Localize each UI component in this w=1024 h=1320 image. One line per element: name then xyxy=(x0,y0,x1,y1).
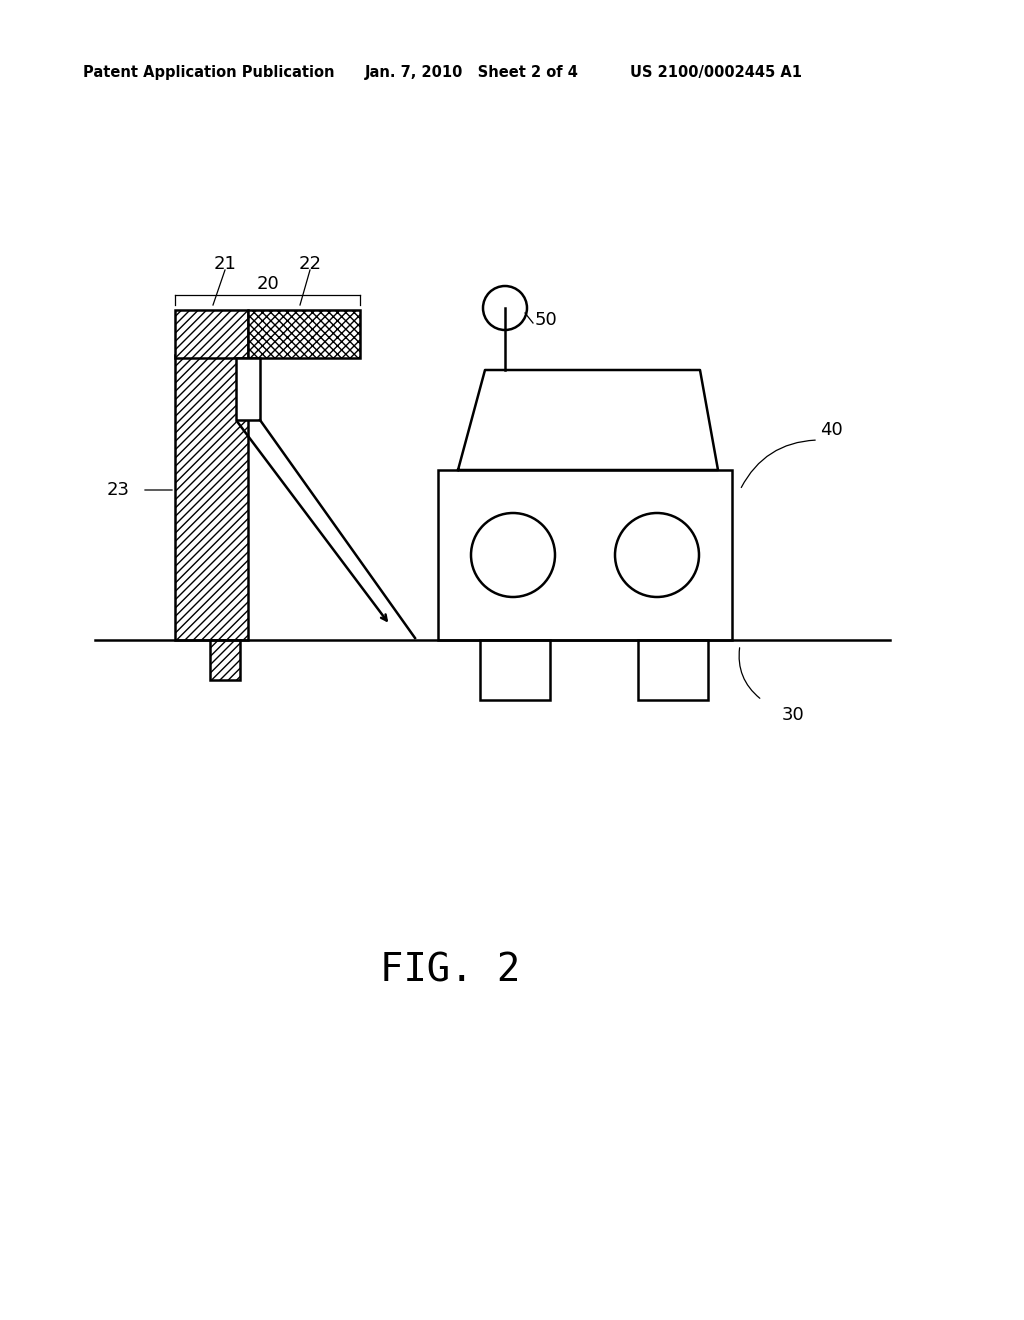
Circle shape xyxy=(483,286,527,330)
Text: 30: 30 xyxy=(782,706,805,723)
Bar xyxy=(175,310,248,358)
FancyArrowPatch shape xyxy=(739,648,760,698)
Bar xyxy=(210,640,240,680)
Text: 23: 23 xyxy=(106,480,130,499)
FancyArrowPatch shape xyxy=(741,440,815,487)
Text: 21: 21 xyxy=(214,255,237,273)
Bar xyxy=(236,358,260,420)
Bar xyxy=(438,470,732,640)
Text: US 2100/0002445 A1: US 2100/0002445 A1 xyxy=(630,65,802,81)
Text: FIG. 2: FIG. 2 xyxy=(380,950,520,989)
Text: 20: 20 xyxy=(256,275,279,293)
Text: Jan. 7, 2010   Sheet 2 of 4: Jan. 7, 2010 Sheet 2 of 4 xyxy=(365,65,579,81)
Circle shape xyxy=(471,513,555,597)
Text: 50: 50 xyxy=(535,312,558,329)
Text: 22: 22 xyxy=(299,255,322,273)
Circle shape xyxy=(615,513,699,597)
Text: Patent Application Publication: Patent Application Publication xyxy=(83,65,335,81)
Text: 40: 40 xyxy=(820,421,843,440)
Bar xyxy=(175,355,248,640)
Bar xyxy=(480,640,550,700)
Bar xyxy=(638,640,708,700)
Bar xyxy=(248,310,360,358)
